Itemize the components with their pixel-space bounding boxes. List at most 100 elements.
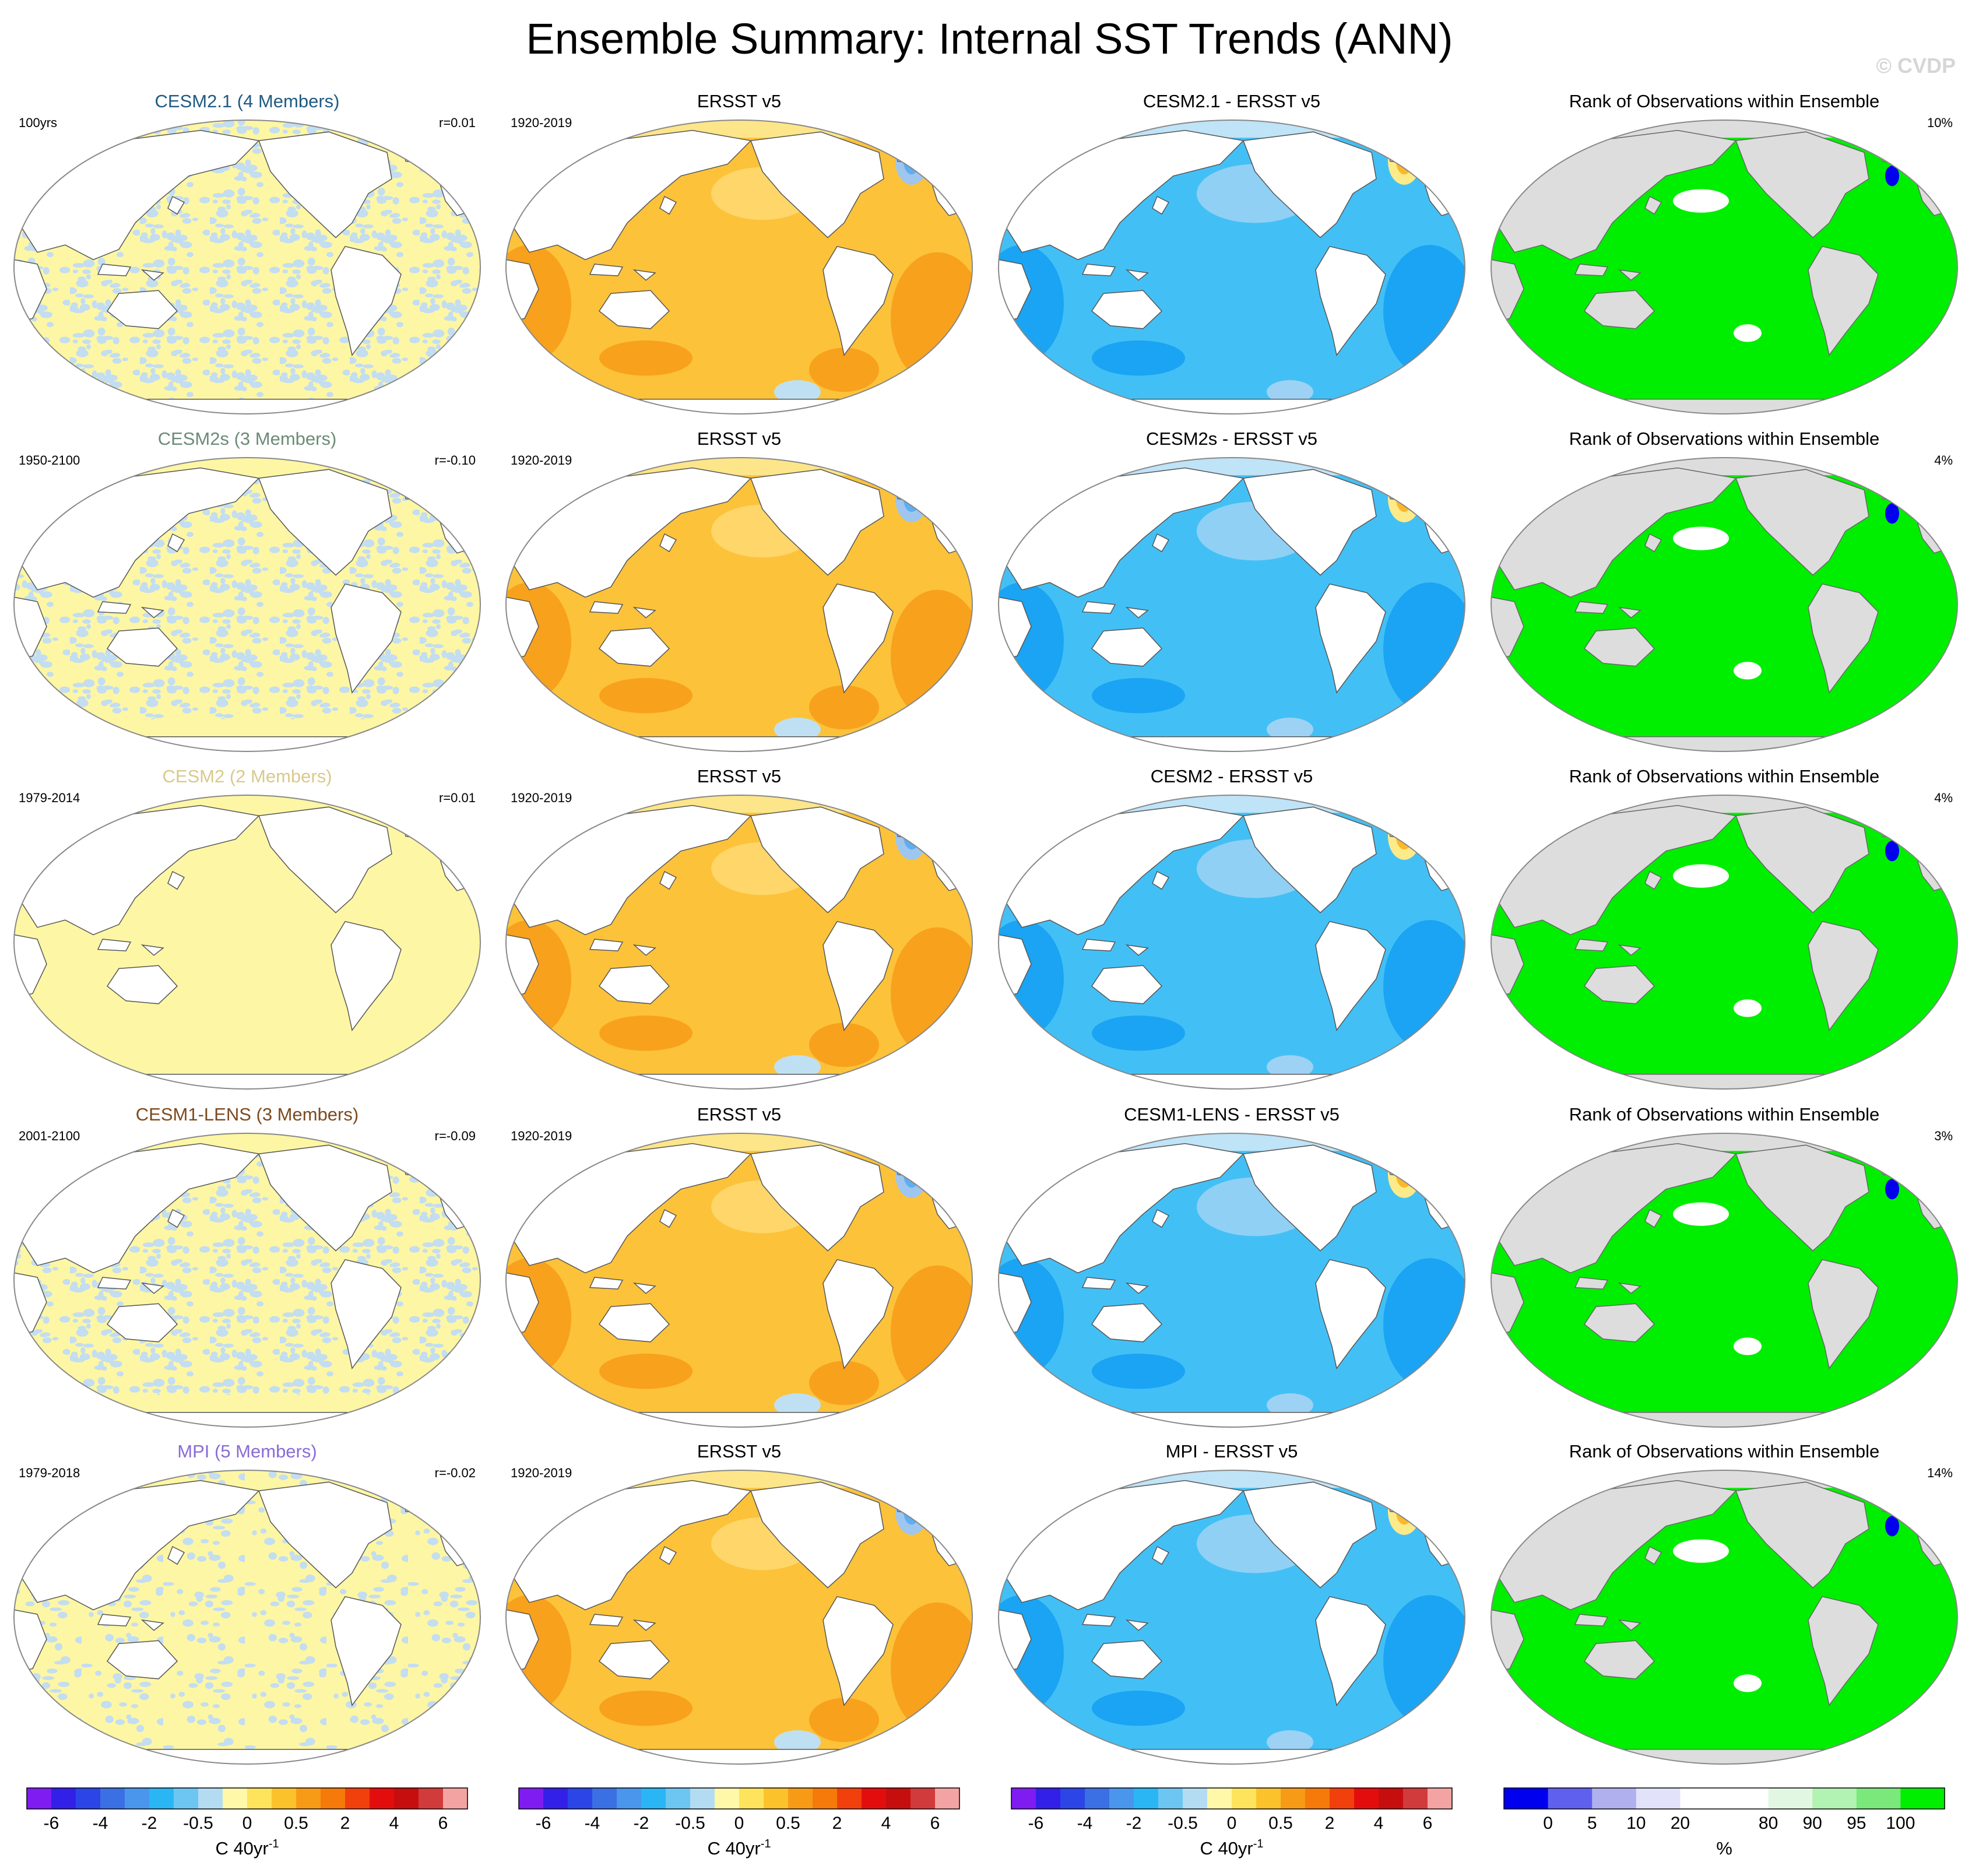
rank-colorbar-tick-label: 80: [1759, 1814, 1778, 1833]
model-period-label: 2001-2100: [19, 1129, 80, 1143]
model-colorbar-tick-label: -0.5: [183, 1814, 213, 1833]
model-colorbar: -6 -4 -2 -0.5 0 0.5 2 4 6 C 40yr-1: [26, 1787, 468, 1859]
rank-map: [1491, 1133, 1957, 1427]
figure-title: Ensemble Summary: Internal SST Trends (A…: [526, 15, 1453, 63]
model-colorbar-swatch: [272, 1788, 297, 1809]
diff-panel-title: CESM2 - ERSST v5: [1151, 766, 1313, 786]
diff-map: [999, 1133, 1465, 1427]
model-panel-title: MPI (5 Members): [177, 1441, 317, 1462]
model-colorbar-swatch: [321, 1788, 346, 1809]
diff-colorbar-tick-label: 0.5: [1268, 1814, 1293, 1833]
model-panel-title: CESM2.1 (4 Members): [155, 91, 340, 111]
model-colorbar-swatch: [345, 1788, 370, 1809]
rank-colorbar-tick-label: 90: [1803, 1814, 1822, 1833]
model-colorbar-tick-label: 6: [438, 1814, 448, 1833]
rank-map-outline: [1491, 120, 1958, 414]
obs-panel: ERSST v5 1920-2019: [505, 428, 973, 752]
rank-colorbar-swatch: [1856, 1788, 1901, 1809]
model-map-outline: [13, 457, 481, 752]
obs-map-outline: [505, 457, 973, 752]
rank-panel-title: Rank of Observations within Ensemble: [1569, 428, 1879, 449]
diff-colorbar-tick-label: 0: [1227, 1814, 1237, 1833]
rank-colorbar-tick-label: 5: [1587, 1814, 1597, 1833]
diff-panel-title: CESM2.1 - ERSST v5: [1143, 91, 1320, 111]
obs-colorbar-tick-label: -2: [634, 1814, 649, 1833]
diff-panel: CESM2s - ERSST v5: [998, 428, 1465, 752]
model-map-outline: [13, 1133, 481, 1428]
model-colorbar-swatch: [76, 1788, 101, 1809]
rank-colorbar-tick-label: 0: [1543, 1814, 1553, 1833]
diff-map-outline: [998, 1133, 1465, 1428]
model-colorbar-swatch: [247, 1788, 272, 1809]
model-map: [14, 795, 480, 1089]
diff-panel: CESM1-LENS - ERSST v5: [998, 1104, 1465, 1428]
model-panel: CESM1-LENS (3 Members) 2001-2100 r=-0.09: [13, 1104, 481, 1428]
rank-colorbar-swatch: [1768, 1788, 1813, 1809]
diff-colorbar-swatch: [1036, 1788, 1061, 1809]
rank-map: [1491, 458, 1957, 751]
obs-colorbar-swatch: [935, 1788, 960, 1809]
obs-map-outline: [505, 120, 973, 414]
rank-map: [1491, 1470, 1957, 1764]
model-pattern-correlation: r=0.01: [439, 791, 476, 805]
diff-panel: MPI - ERSST v5: [998, 1441, 1465, 1765]
diff-colorbar-swatch: [1354, 1788, 1379, 1809]
model-map: [14, 120, 480, 414]
model-colorbar-unit-label: C 40yr-1: [215, 1838, 279, 1859]
model-colorbar-swatch: [198, 1788, 223, 1809]
obs-panel-title: ERSST v5: [697, 766, 781, 786]
obs-panel-title: ERSST v5: [697, 428, 781, 449]
obs-panel: ERSST v5 1920-2019: [505, 766, 973, 1090]
rank-colorbar-tick-label: 20: [1671, 1814, 1690, 1833]
rank-panel-title: Rank of Observations within Ensemble: [1569, 766, 1879, 786]
diff-colorbar-tick-label: -2: [1126, 1814, 1142, 1833]
obs-colorbar-unit-label: C 40yr-1: [707, 1838, 771, 1859]
obs-colorbar-swatch: [813, 1788, 838, 1809]
model-panel-title: CESM1-LENS (3 Members): [136, 1104, 358, 1125]
rank-colorbar-tick-label: 10: [1626, 1814, 1646, 1833]
model-colorbar-swatch: [370, 1788, 395, 1809]
diff-map-outline: [998, 120, 1465, 414]
rank-rank-percent: 4%: [1934, 453, 1953, 468]
obs-colorbar-swatch: [641, 1788, 666, 1809]
model-colorbar-swatch: [419, 1788, 444, 1809]
rank-colorbar-swatch: [1636, 1788, 1681, 1809]
obs-map-outline: [505, 1133, 973, 1428]
model-panel: CESM2s (3 Members) 1950-2100 r=-0.10: [13, 428, 481, 752]
obs-panel-title: ERSST v5: [697, 1104, 781, 1125]
obs-colorbar-swatch: [690, 1788, 715, 1809]
model-map-outline: [13, 795, 481, 1090]
diff-panel-title: CESM2s - ERSST v5: [1146, 428, 1317, 449]
model-map-outline: [13, 120, 481, 414]
diff-map: [999, 795, 1465, 1089]
model-period-label: 100yrs: [19, 115, 57, 130]
model-period-label: 1979-2014: [19, 791, 80, 805]
diff-colorbar-swatch: [1379, 1788, 1404, 1809]
diff-colorbar-tick-label: -4: [1077, 1814, 1093, 1833]
rank-colorbar-swatch: [1680, 1788, 1725, 1809]
model-pattern-correlation: r=-0.09: [435, 1129, 476, 1143]
diff-map: [999, 120, 1465, 414]
diff-colorbar-swatch: [1281, 1788, 1306, 1809]
diff-colorbar-swatch: [1232, 1788, 1257, 1809]
rank-colorbar-swatch: [1592, 1788, 1637, 1809]
rank-colorbar-swatch: [1548, 1788, 1593, 1809]
model-colorbar-tick-label: 2: [340, 1814, 350, 1833]
diff-colorbar-swatch: [1207, 1788, 1232, 1809]
obs-colorbar-swatch: [543, 1788, 568, 1809]
rank-rank-percent: 10%: [1927, 115, 1953, 130]
diff-colorbar-swatch: [1060, 1788, 1085, 1809]
rank-rank-percent: 14%: [1927, 1466, 1953, 1480]
model-colorbar-tick-label: 0: [242, 1814, 252, 1833]
rank-panel: Rank of Observations within Ensemble 3%: [1491, 1104, 1958, 1428]
diff-colorbar-swatch: [1330, 1788, 1355, 1809]
rank-panel-title: Rank of Observations within Ensemble: [1569, 1104, 1879, 1125]
obs-colorbar-swatch: [911, 1788, 936, 1809]
map-panels: CESM2.1 (4 Members) 100yrs r=0.01 ERSST v5 1…: [13, 91, 1958, 1765]
diff-colorbar: -6 -4 -2 -0.5 0 0.5 2 4 6 C 40yr-1: [1011, 1787, 1453, 1859]
rank-panel: Rank of Observations within Ensemble 10%: [1491, 91, 1958, 414]
rank-map-outline: [1491, 457, 1958, 752]
rank-colorbar-swatch: [1812, 1788, 1857, 1809]
rank-panel: Rank of Observations within Ensemble 4%: [1491, 766, 1958, 1090]
